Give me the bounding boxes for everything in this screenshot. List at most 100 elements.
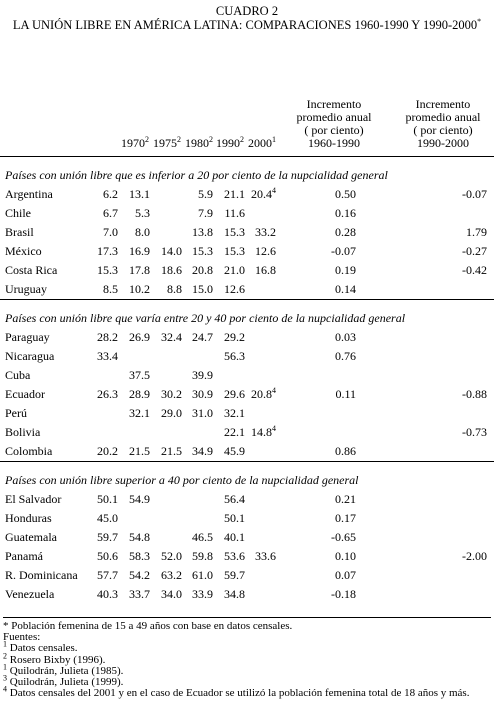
increment: 1.79 <box>466 225 487 239</box>
increment-cell: -0.07 <box>276 242 392 261</box>
value-cell: 29.0 <box>150 404 182 423</box>
data-row: Chile 6.7 5.3 7.9 11.6 0.16 <box>0 204 494 223</box>
data-row: Uruguay 8.5 10.2 8.8 15.0 12.6 0.14 <box>0 280 494 300</box>
subtitle-mark: * <box>477 16 482 26</box>
year: 2000 <box>248 136 272 150</box>
value-cell: 34.8 <box>213 585 245 604</box>
increment-cell: 0.16 <box>276 204 392 223</box>
increment: -0.27 <box>462 244 487 258</box>
value: 15.3 <box>224 225 245 239</box>
increment-header-line: ( por ciento) <box>413 123 473 137</box>
value: 12.6 <box>224 282 245 296</box>
value: 20.8 <box>192 263 213 277</box>
increment-cell: -0.18 <box>276 585 392 604</box>
value: 53.6 <box>224 549 245 563</box>
value: 6.2 <box>103 187 118 201</box>
value-cell: 50.6 <box>88 547 118 566</box>
value-cell <box>245 490 276 509</box>
value: 22.1 <box>224 425 245 439</box>
value-cell <box>245 585 276 604</box>
value-cell <box>118 509 150 528</box>
increment: -0.73 <box>462 425 487 439</box>
increment: 0.28 <box>335 225 356 239</box>
year-header: 19702 <box>118 72 150 157</box>
value: 21.5 <box>129 444 150 458</box>
source-text: Datos censales. <box>9 642 78 655</box>
source-mark: 4 <box>3 684 7 694</box>
value: 50.6 <box>97 549 118 563</box>
value: 6.7 <box>103 206 118 220</box>
country: Bolivia <box>5 425 41 439</box>
value: 63.2 <box>161 568 182 582</box>
value: 33.4 <box>97 349 118 363</box>
value: 24.7 <box>192 330 213 344</box>
value: 15.3 <box>97 263 118 277</box>
value-cell: 57.7 <box>88 566 118 585</box>
increment-cell: -0.42 <box>392 261 494 280</box>
value-cell: 15.3 <box>88 261 118 280</box>
country: Panamá <box>5 549 43 563</box>
value-cell: 59.7 <box>88 528 118 547</box>
sources-label: Fuentes: <box>3 631 41 644</box>
value-cell: 59.8 <box>182 547 213 566</box>
value-cell <box>150 347 182 366</box>
data-row: Panamá 50.6 58.3 52.0 59.8 53.6 33.6 0.10 -2.00 <box>0 547 494 566</box>
value-cell: 28.2 <box>88 328 118 347</box>
source-text: Rosero Bixby (1996). <box>9 653 106 666</box>
value-cell: 13.1 <box>118 185 150 204</box>
increment-cell <box>392 204 494 223</box>
increment-header-line: ( por ciento) <box>304 123 364 137</box>
value-cell <box>245 442 276 462</box>
increment: -0.07 <box>331 244 356 258</box>
value: 8.0 <box>135 225 150 239</box>
increment-cell <box>276 366 392 385</box>
value: 45.9 <box>224 444 245 458</box>
increment-cell <box>392 528 494 547</box>
country: Costa Rica <box>5 263 58 277</box>
data-row: Argentina 6.2 13.1 5.9 21.1 20.44 0.50 -0.07 <box>0 185 494 204</box>
subtitle-line: LA UNIÓN LIBRE EN AMÉRICA LATINA: COMPAR… <box>6 16 488 32</box>
country: México <box>5 244 42 258</box>
data-row: El Salvador 50.1 54.9 56.4 0.21 <box>0 490 494 509</box>
increment-cell: 0.76 <box>276 347 392 366</box>
value: 15.3 <box>192 244 213 258</box>
increment-header-line: Incremento <box>415 97 471 111</box>
value-cell: 14.84 <box>245 423 276 442</box>
value: 50.1 <box>97 492 118 506</box>
value-cell: 7.0 <box>88 223 118 242</box>
value: 54.2 <box>129 568 150 582</box>
increment-cell: 0.07 <box>276 566 392 585</box>
value-cell <box>245 509 276 528</box>
value: 32.1 <box>129 406 150 420</box>
value: 15.0 <box>192 282 213 296</box>
value-cell: 24.7 <box>182 328 213 347</box>
value-cell <box>182 509 213 528</box>
increment: 0.21 <box>335 492 356 506</box>
value: 10.2 <box>129 282 150 296</box>
increment-header-line: Incremento <box>306 97 362 111</box>
value-cell: 31.0 <box>182 404 213 423</box>
year-note: 2 <box>240 135 244 144</box>
source: 1 Datos censales. <box>3 640 491 655</box>
value-cell <box>150 366 182 385</box>
year: 1970 <box>121 136 145 150</box>
value-cell: 17.8 <box>118 261 150 280</box>
value-cell: 22.1 <box>213 423 245 442</box>
value-cell: 8.8 <box>150 280 182 300</box>
value-cell: 63.2 <box>150 566 182 585</box>
value-cell: 33.4 <box>88 347 118 366</box>
value-cell: 54.8 <box>118 528 150 547</box>
value-note: 4 <box>272 186 276 195</box>
value-cell: 50.1 <box>88 490 118 509</box>
increment-cell: 0.28 <box>276 223 392 242</box>
increment-cell: -0.27 <box>392 242 494 261</box>
increment-cell: 0.11 <box>276 385 392 404</box>
value: 59.7 <box>97 530 118 544</box>
increment-cell <box>392 442 494 462</box>
value: 59.7 <box>224 568 245 582</box>
year-header: 20001 <box>245 72 276 157</box>
increment-cell <box>392 566 494 585</box>
value-cell: 32.1 <box>213 404 245 423</box>
footnotes: * Población femenina de 15 a 49 años con… <box>3 617 491 699</box>
value: 20.2 <box>97 444 118 458</box>
